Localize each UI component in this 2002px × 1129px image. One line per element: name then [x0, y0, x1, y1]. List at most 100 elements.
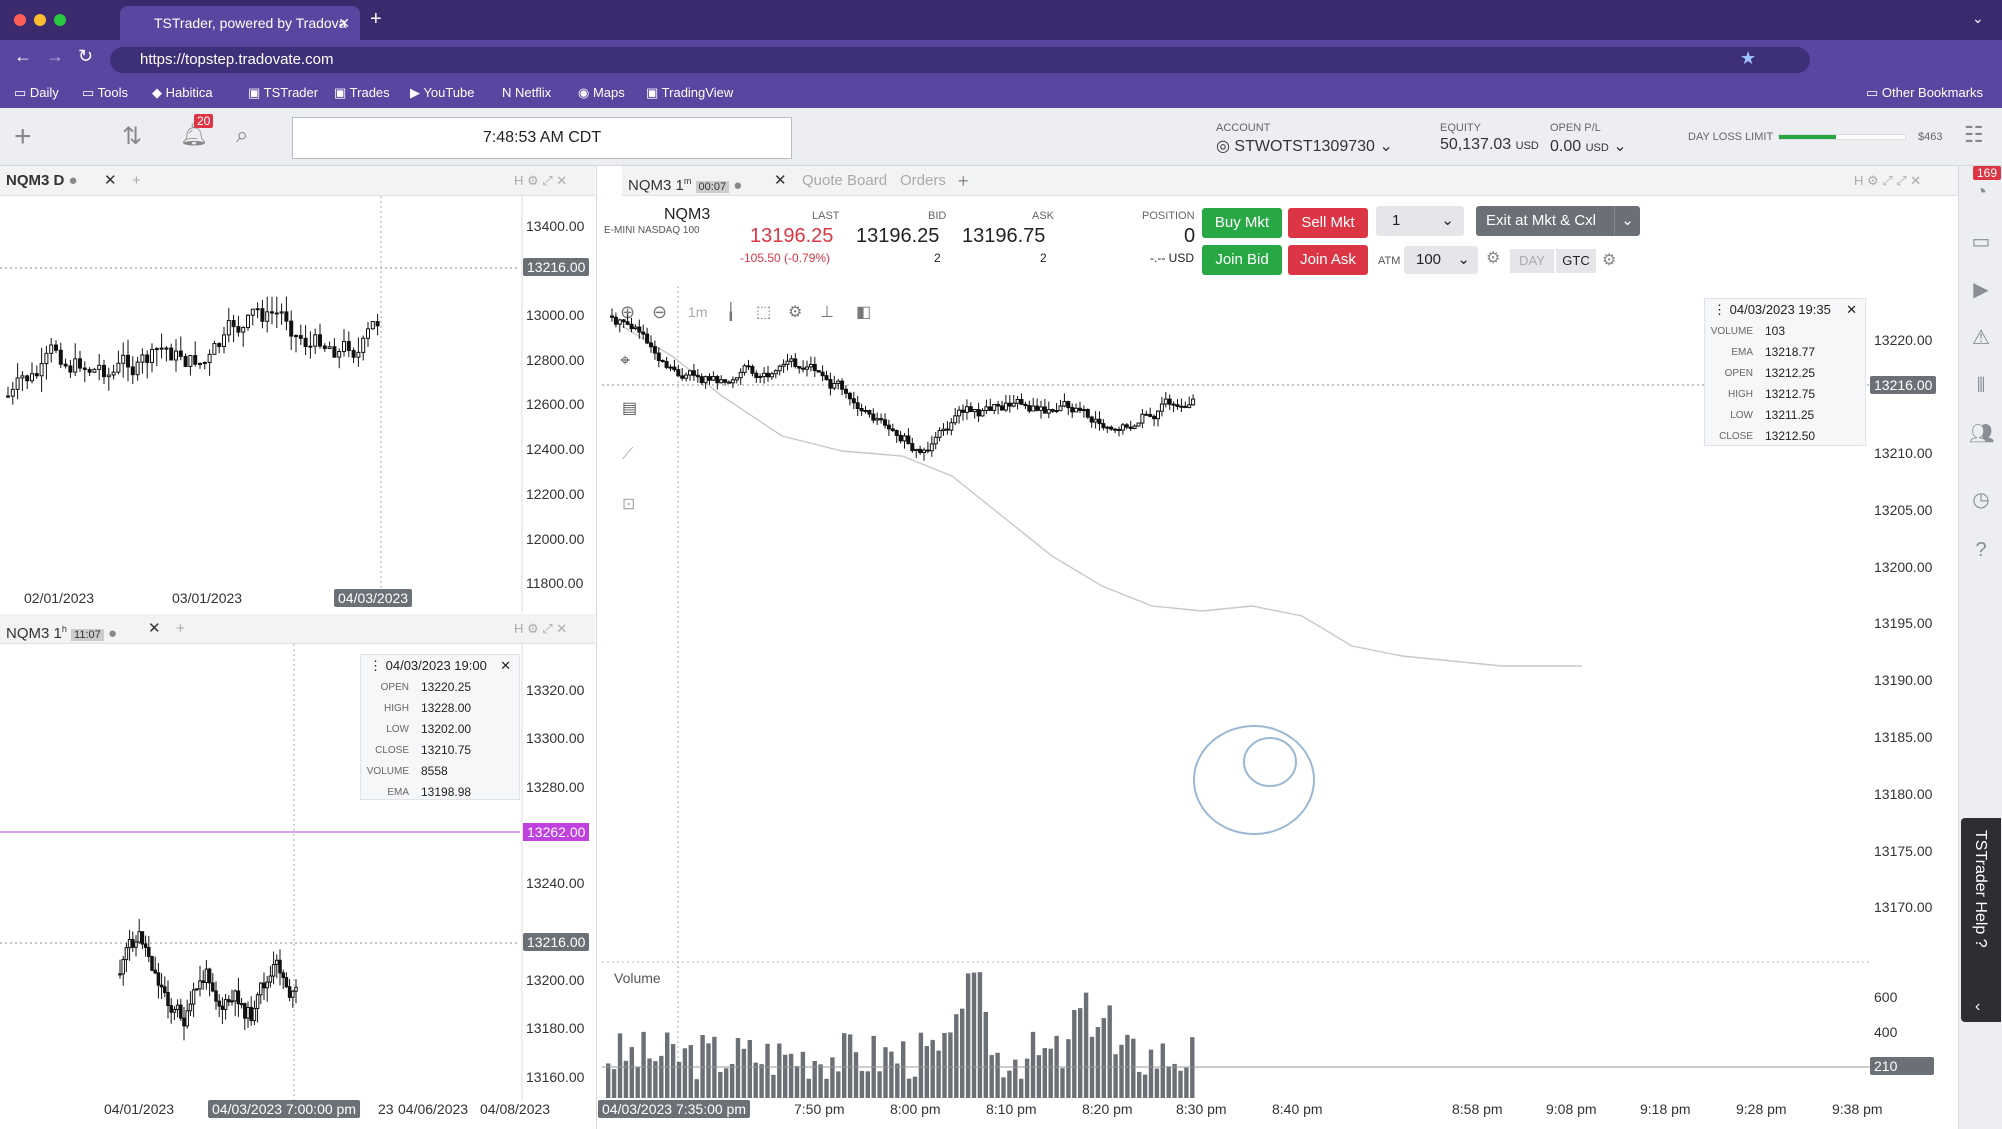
- candle-body: [92, 368, 97, 373]
- account-selector[interactable]: ◎ STWOTST1309730 ⌄: [1216, 138, 1393, 155]
- back-icon[interactable]: ←: [14, 46, 32, 66]
- community-icon[interactable]: 👥︎: [1969, 423, 1995, 445]
- tooltip-close-icon[interactable]: ✕: [1846, 302, 1857, 317]
- daily-price-3: 12600.00: [526, 396, 585, 412]
- bookmark-habitica[interactable]: ◆ Habitica: [152, 85, 213, 100]
- join-ask-button[interactable]: Join Ask: [1288, 245, 1368, 275]
- close-window-button[interactable]: [14, 14, 26, 26]
- tab-search-icon[interactable]: ⌄: [1972, 10, 1984, 26]
- drawn-circle-inner-annotation[interactable]: [1243, 737, 1297, 787]
- minimize-window-button[interactable]: [34, 14, 46, 26]
- crosshair-icon[interactable]: ⌖: [620, 350, 631, 370]
- volume-bar: [629, 1047, 634, 1098]
- browser-tab-strip: TSTrader, powered by Tradova ✕ + ⌄: [0, 0, 2002, 40]
- collapse-icon[interactable]: ‹: [1975, 998, 1981, 1015]
- candle-body: [750, 366, 755, 374]
- buy-market-button[interactable]: Buy Mkt: [1202, 208, 1282, 238]
- order-settings-icon[interactable]: ⚙: [1602, 252, 1617, 269]
- close-panel-icon[interactable]: ✕: [148, 620, 161, 637]
- maximize-window-button[interactable]: [54, 14, 66, 26]
- notes-icon[interactable]: ▤: [622, 400, 638, 417]
- close-panel-icon[interactable]: ✕: [774, 172, 787, 189]
- bookmark-netflix[interactable]: N Netflix: [502, 85, 552, 100]
- quantity-select[interactable]: 1 ⌄: [1376, 206, 1464, 236]
- warning-icon[interactable]: ⚠: [1972, 327, 1990, 349]
- messages-icon[interactable]: ▭: [1971, 231, 1991, 253]
- atm-settings-icon[interactable]: ⚙: [1486, 250, 1501, 267]
- other-bookmarks[interactable]: ▭ Other Bookmarks: [1866, 85, 1984, 100]
- forward-icon[interactable]: →: [46, 46, 64, 66]
- chart-settings-icon[interactable]: ⚙: [788, 304, 803, 321]
- zoom-in-icon[interactable]: ⊕: [620, 302, 636, 322]
- panel-controls-icon[interactable]: H ⚙ ⤢ ✕: [514, 621, 568, 636]
- volume-bar: [989, 1055, 994, 1098]
- url-field[interactable]: https://topstep.tradovate.com: [110, 47, 1810, 73]
- browser-tab[interactable]: TSTrader, powered by Tradova ✕: [120, 6, 360, 40]
- candle-body: [613, 316, 618, 325]
- exit-market-cancel-button[interactable]: Exit at Mkt & Cxl ⌄: [1476, 206, 1640, 236]
- candle-body: [1179, 405, 1184, 408]
- close-panel-icon[interactable]: ✕: [104, 172, 117, 189]
- tab-quote-board[interactable]: Quote Board: [802, 172, 888, 189]
- candle-body: [163, 986, 167, 994]
- bookmark-tstrader[interactable]: ▣ TSTrader: [248, 85, 319, 100]
- main-chart[interactable]: [602, 286, 1870, 1098]
- reload-icon[interactable]: ↻: [78, 46, 94, 66]
- candle-body: [1089, 416, 1094, 423]
- candle-type-icon[interactable]: ╽: [726, 304, 736, 321]
- speedometer-icon[interactable]: ◷: [1972, 489, 1990, 511]
- drawn-circle-annotation[interactable]: [1193, 725, 1315, 835]
- select-area-icon[interactable]: ⬚: [756, 304, 772, 321]
- help-tab[interactable]: TSTrader Help ? ‹: [1961, 818, 2001, 1022]
- close-tab-icon[interactable]: ✕: [338, 15, 350, 31]
- search-icon[interactable]: ⌕: [236, 122, 249, 147]
- bookmark-star-icon[interactable]: ★: [1740, 48, 1757, 68]
- add-panel-icon[interactable]: +: [176, 620, 185, 637]
- hourly-chart[interactable]: [0, 644, 595, 1100]
- bookmark-tools[interactable]: ▭ Tools: [82, 85, 129, 100]
- tif-day-button[interactable]: DAY: [1510, 249, 1554, 273]
- draw-line-icon[interactable]: ⟋: [622, 446, 634, 463]
- add-icon[interactable]: +: [14, 120, 32, 153]
- columns-icon[interactable]: ⦀: [1976, 375, 1986, 397]
- tooltip-close-icon[interactable]: ✕: [500, 658, 511, 673]
- transfer-icon[interactable]: ⇅: [122, 123, 143, 150]
- candle-body: [699, 376, 704, 384]
- add-tab-icon[interactable]: +: [958, 171, 969, 191]
- bookmark-daily[interactable]: ▭ Daily: [14, 85, 59, 100]
- bookmark-maps[interactable]: ◉ Maps: [578, 85, 625, 100]
- candle-body: [863, 410, 868, 413]
- zoom-out-icon[interactable]: ⊖: [652, 302, 668, 322]
- join-bid-button[interactable]: Join Bid: [1202, 245, 1282, 275]
- interval-button[interactable]: 1m: [688, 304, 708, 320]
- candle-body: [1117, 429, 1121, 432]
- bookmark-tradingview[interactable]: ▣ TradingView: [646, 85, 734, 100]
- daily-panel-title[interactable]: NQM3 D: [6, 172, 65, 189]
- candle-body: [1136, 422, 1141, 427]
- add-panel-icon[interactable]: +: [132, 172, 141, 189]
- hourly-panel-title[interactable]: NQM3 1h: [6, 624, 67, 642]
- help-icon[interactable]: ?: [1975, 539, 1987, 561]
- candle-body: [992, 403, 997, 411]
- lock-icon[interactable]: ⊡: [622, 496, 636, 513]
- indicators-icon[interactable]: ⊥: [820, 304, 834, 321]
- volume-bar: [724, 1068, 729, 1098]
- bookmark-youtube[interactable]: ▶ YouTube: [410, 85, 475, 100]
- volume-bar: [983, 1011, 988, 1098]
- atm-select[interactable]: 100 ⌄: [1404, 246, 1478, 274]
- tab-orders[interactable]: Orders: [900, 172, 946, 189]
- chat-icon[interactable]: ◔: [1974, 181, 1988, 203]
- new-tab-button[interactable]: +: [370, 8, 382, 30]
- panel-controls-icon[interactable]: H ⚙ ⤢ ⤢ ✕: [1854, 173, 1922, 188]
- bookmark-trades[interactable]: ▣ Trades: [334, 85, 390, 100]
- layout-icon[interactable]: ◧: [856, 304, 872, 321]
- video-icon[interactable]: ▶: [1973, 279, 1989, 301]
- sell-market-button[interactable]: Sell Mkt: [1288, 208, 1368, 238]
- main-price-6: 13190.00: [1874, 672, 1933, 688]
- main-panel-title[interactable]: NQM3 1m: [628, 176, 692, 194]
- daily-chart[interactable]: [0, 196, 595, 612]
- tif-gtc-button[interactable]: GTC: [1556, 249, 1596, 273]
- help-tab-label: TSTrader Help ?: [1972, 830, 1989, 948]
- panel-controls-icon[interactable]: H ⚙ ⤢ ✕: [514, 173, 568, 188]
- settings-icon[interactable]: ☷: [1964, 122, 1984, 147]
